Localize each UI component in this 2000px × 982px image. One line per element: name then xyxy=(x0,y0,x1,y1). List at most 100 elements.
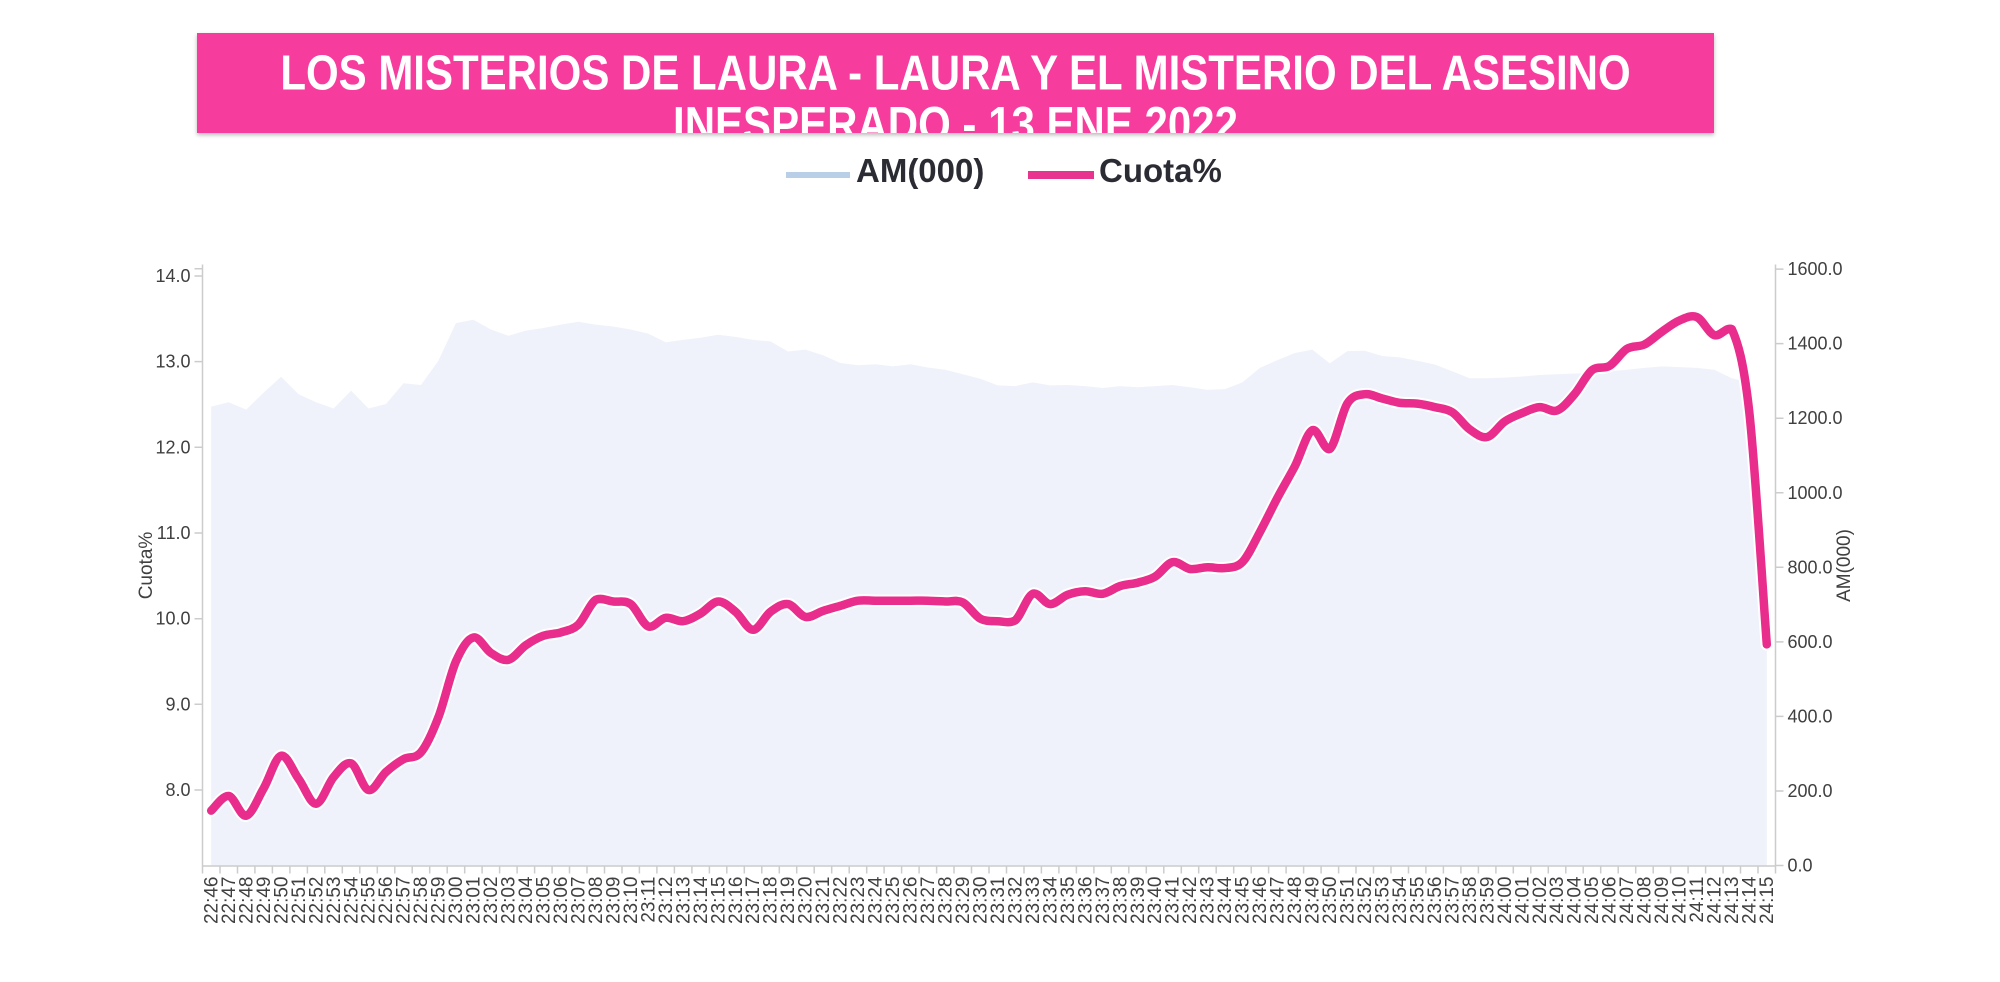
svg-text:23:50: 23:50 xyxy=(1320,877,1341,925)
svg-text:800.0: 800.0 xyxy=(1788,557,1833,577)
svg-text:23:35: 23:35 xyxy=(1058,877,1079,925)
svg-text:23:49: 23:49 xyxy=(1303,877,1324,925)
svg-text:24:02: 24:02 xyxy=(1530,877,1551,925)
svg-text:24:07: 24:07 xyxy=(1617,877,1638,925)
svg-text:24:05: 24:05 xyxy=(1582,877,1603,925)
svg-text:Cuota%: Cuota% xyxy=(136,532,157,600)
svg-text:24:15: 24:15 xyxy=(1757,877,1778,925)
svg-text:22:48: 22:48 xyxy=(236,877,257,925)
svg-text:11.0: 11.0 xyxy=(157,523,191,543)
svg-text:AM(000): AM(000) xyxy=(1834,529,1855,602)
svg-text:23:17: 23:17 xyxy=(743,877,764,925)
svg-text:23:04: 23:04 xyxy=(516,876,537,924)
svg-text:1400.0: 1400.0 xyxy=(1788,334,1843,354)
svg-text:24:12: 24:12 xyxy=(1705,877,1726,925)
svg-text:23:29: 23:29 xyxy=(953,877,974,925)
svg-text:22:57: 22:57 xyxy=(394,877,415,925)
svg-text:24:00: 24:00 xyxy=(1495,877,1516,925)
svg-text:23:43: 23:43 xyxy=(1198,877,1219,925)
svg-text:23:00: 23:00 xyxy=(446,877,467,925)
svg-text:23:07: 23:07 xyxy=(569,877,590,925)
svg-text:24:08: 24:08 xyxy=(1635,877,1656,925)
svg-text:23:48: 23:48 xyxy=(1285,877,1306,925)
svg-text:23:01: 23:01 xyxy=(464,877,485,925)
svg-text:23:33: 23:33 xyxy=(1023,877,1044,925)
svg-text:23:23: 23:23 xyxy=(848,877,869,925)
svg-text:23:26: 23:26 xyxy=(901,877,922,925)
svg-text:22:58: 22:58 xyxy=(411,877,432,925)
svg-text:23:34: 23:34 xyxy=(1040,876,1061,924)
svg-text:23:30: 23:30 xyxy=(971,877,992,925)
svg-text:24:13: 24:13 xyxy=(1722,877,1743,925)
svg-text:23:39: 23:39 xyxy=(1128,877,1149,925)
svg-text:12.0: 12.0 xyxy=(155,437,190,457)
svg-text:22:59: 22:59 xyxy=(429,877,450,925)
svg-text:23:55: 23:55 xyxy=(1407,877,1428,925)
svg-text:23:56: 23:56 xyxy=(1425,877,1446,925)
svg-text:24:09: 24:09 xyxy=(1652,877,1673,925)
svg-text:23:32: 23:32 xyxy=(1005,877,1026,925)
svg-text:23:02: 23:02 xyxy=(481,877,502,925)
svg-text:23:40: 23:40 xyxy=(1145,877,1166,925)
svg-text:24:06: 24:06 xyxy=(1600,877,1621,925)
svg-text:13.0: 13.0 xyxy=(155,352,190,372)
svg-text:23:58: 23:58 xyxy=(1460,877,1481,925)
svg-text:23:57: 23:57 xyxy=(1442,877,1463,925)
svg-text:22:46: 22:46 xyxy=(201,877,222,925)
svg-text:23:27: 23:27 xyxy=(918,877,939,925)
svg-text:23:44: 23:44 xyxy=(1215,876,1236,924)
svg-text:23:08: 23:08 xyxy=(586,877,607,925)
svg-text:22:52: 22:52 xyxy=(306,877,327,925)
svg-text:23:24: 23:24 xyxy=(866,876,887,924)
svg-text:23:18: 23:18 xyxy=(761,877,782,925)
svg-text:23:54: 23:54 xyxy=(1390,876,1411,924)
svg-text:400.0: 400.0 xyxy=(1788,706,1833,726)
svg-text:23:47: 23:47 xyxy=(1268,877,1289,925)
svg-text:23:06: 23:06 xyxy=(551,877,572,925)
svg-text:22:49: 22:49 xyxy=(254,877,275,925)
svg-text:0.0: 0.0 xyxy=(1788,856,1813,876)
svg-text:8.0: 8.0 xyxy=(165,780,190,800)
svg-text:1200.0: 1200.0 xyxy=(1788,408,1843,428)
svg-text:23:41: 23:41 xyxy=(1163,877,1184,925)
svg-text:23:11: 23:11 xyxy=(638,877,659,923)
svg-text:23:16: 23:16 xyxy=(726,877,747,925)
svg-text:23:38: 23:38 xyxy=(1110,877,1131,925)
svg-text:23:45: 23:45 xyxy=(1233,877,1254,925)
svg-text:23:42: 23:42 xyxy=(1180,877,1201,925)
svg-text:23:14: 23:14 xyxy=(691,876,712,924)
svg-text:23:10: 23:10 xyxy=(621,877,642,925)
svg-text:23:46: 23:46 xyxy=(1250,877,1271,925)
svg-text:1000.0: 1000.0 xyxy=(1788,483,1843,503)
svg-text:23:09: 23:09 xyxy=(603,877,624,925)
svg-text:23:03: 23:03 xyxy=(499,877,520,925)
svg-text:24:10: 24:10 xyxy=(1670,877,1691,925)
svg-text:22:47: 22:47 xyxy=(219,877,240,925)
svg-text:23:52: 23:52 xyxy=(1355,877,1376,925)
svg-text:1600.0: 1600.0 xyxy=(1788,259,1843,279)
svg-text:23:20: 23:20 xyxy=(796,877,817,925)
svg-text:10.0: 10.0 xyxy=(155,609,190,629)
svg-text:23:15: 23:15 xyxy=(708,877,729,925)
svg-text:23:25: 23:25 xyxy=(883,877,904,925)
svg-text:23:13: 23:13 xyxy=(673,877,694,925)
svg-text:23:21: 23:21 xyxy=(813,877,834,925)
svg-text:24:01: 24:01 xyxy=(1512,877,1533,925)
svg-text:23:59: 23:59 xyxy=(1477,877,1498,925)
svg-text:23:28: 23:28 xyxy=(936,877,957,925)
svg-text:14.0: 14.0 xyxy=(155,266,190,286)
svg-text:22:50: 22:50 xyxy=(271,877,292,925)
svg-text:22:56: 22:56 xyxy=(376,877,397,925)
svg-text:9.0: 9.0 xyxy=(165,694,190,714)
svg-text:24:03: 24:03 xyxy=(1547,877,1568,925)
svg-text:24:14: 24:14 xyxy=(1740,876,1761,924)
svg-text:22:54: 22:54 xyxy=(341,876,362,924)
svg-text:200.0: 200.0 xyxy=(1788,781,1833,801)
svg-text:23:05: 23:05 xyxy=(534,877,555,925)
svg-text:22:55: 22:55 xyxy=(359,877,380,925)
svg-text:23:37: 23:37 xyxy=(1093,877,1114,925)
svg-text:23:22: 23:22 xyxy=(831,877,852,925)
svg-text:23:19: 23:19 xyxy=(778,877,799,925)
svg-text:600.0: 600.0 xyxy=(1788,632,1833,652)
svg-text:23:12: 23:12 xyxy=(656,877,677,925)
